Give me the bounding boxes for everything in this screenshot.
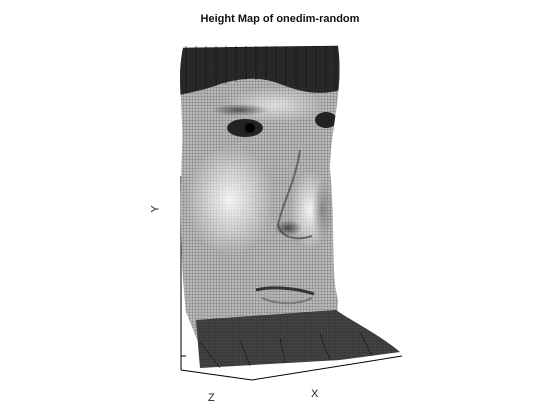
z-axis-label: Z: [208, 392, 215, 404]
chart-title: Height Map of onedim-random: [200, 13, 360, 25]
surface-mesh: [180, 46, 340, 342]
z-axis-line: [180, 369, 253, 381]
top-edge: [182, 45, 339, 92]
x-axis-label: X: [311, 388, 319, 400]
x-axis-line: [251, 355, 403, 381]
hair: [180, 46, 340, 95]
y-axis-label: Y: [149, 205, 162, 213]
mouth: [255, 286, 315, 296]
right-eye: [315, 112, 337, 128]
neck-mesh: [196, 310, 400, 369]
